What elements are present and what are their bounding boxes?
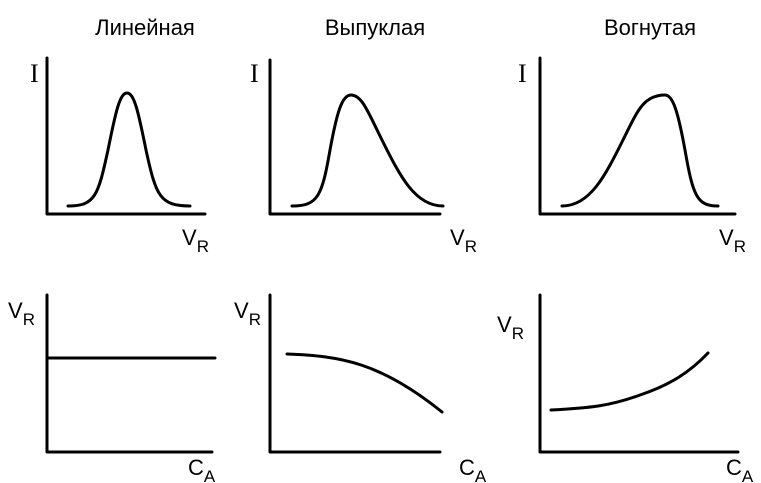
isotherm bbox=[285, 352, 444, 414]
x-label: CA bbox=[188, 455, 216, 483]
label-sub: R bbox=[734, 237, 746, 256]
x-label: VR bbox=[450, 225, 477, 256]
label-base: V bbox=[234, 298, 249, 323]
x-label: VR bbox=[182, 225, 209, 256]
label-base: V bbox=[719, 225, 734, 250]
label-sub: R bbox=[249, 310, 261, 329]
label-base: V bbox=[497, 312, 512, 337]
column-title: Выпуклая bbox=[325, 15, 425, 40]
axes bbox=[268, 293, 442, 454]
label-sub: R bbox=[512, 324, 524, 343]
label-sub: R bbox=[197, 237, 209, 256]
axes bbox=[45, 56, 207, 216]
label-sub: R bbox=[465, 237, 477, 256]
label-base: C bbox=[459, 455, 475, 480]
label-sub: A bbox=[742, 467, 754, 483]
axes bbox=[538, 56, 737, 216]
y-label: I bbox=[518, 59, 527, 88]
peak bbox=[560, 93, 720, 208]
column-title: Линейная bbox=[95, 15, 195, 40]
x-label: VR bbox=[719, 225, 746, 256]
y-label: VR bbox=[8, 298, 35, 329]
y-label: VR bbox=[497, 312, 524, 343]
label-base: C bbox=[726, 455, 742, 480]
label-sub: A bbox=[475, 467, 487, 483]
axes bbox=[268, 58, 442, 216]
isotherm bbox=[549, 351, 710, 412]
axes bbox=[538, 293, 740, 454]
y-label: I bbox=[250, 59, 259, 88]
y-label: I bbox=[30, 59, 39, 88]
peak bbox=[290, 93, 445, 208]
peak bbox=[66, 91, 192, 208]
label-sub: R bbox=[23, 310, 35, 329]
x-label: CA bbox=[726, 455, 754, 483]
column-title: Вогнутая bbox=[604, 15, 696, 40]
axes bbox=[45, 293, 214, 454]
y-label: VR bbox=[234, 298, 261, 329]
label-base: V bbox=[182, 225, 197, 250]
label-base: C bbox=[188, 455, 204, 480]
label-sub: A bbox=[204, 467, 216, 483]
x-label: CA bbox=[459, 455, 487, 483]
label-base: V bbox=[450, 225, 465, 250]
label-base: V bbox=[8, 298, 23, 323]
